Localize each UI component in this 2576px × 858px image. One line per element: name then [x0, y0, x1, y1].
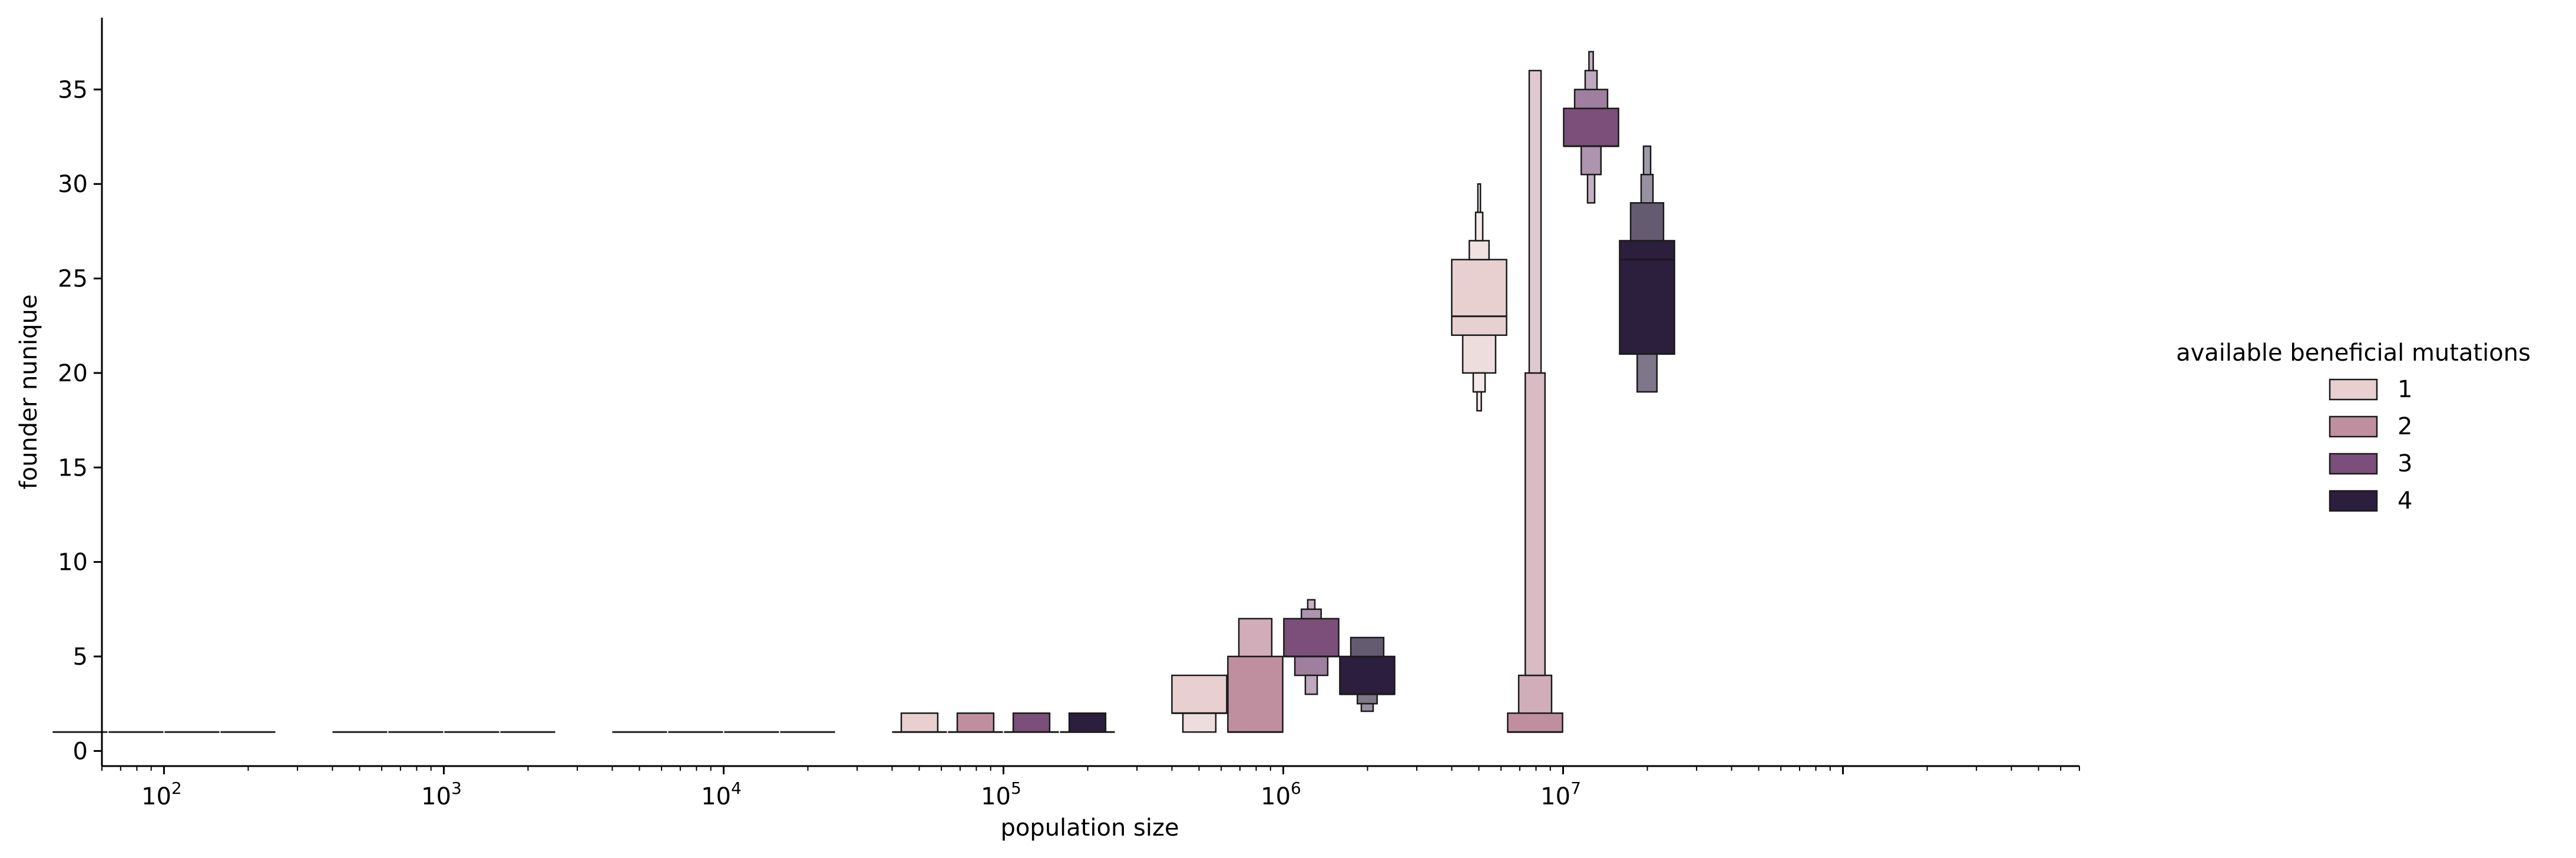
boxen-box: [1586, 173, 1596, 204]
legend-swatch: [2329, 453, 2378, 475]
y-tick-label: 30: [58, 171, 88, 198]
x-tick-label-base: 10: [1261, 783, 1291, 810]
boxen-box: [1525, 372, 1546, 676]
x-tick-label: 106: [1261, 778, 1301, 810]
legend: available beneficial mutations 1 2 3 4: [2176, 339, 2531, 514]
x-tick-label-exponent: 6: [1291, 778, 1301, 798]
boxen-box: [1474, 212, 1484, 242]
y-ticks: 0 5 10 15 20 25 30 35: [58, 77, 102, 765]
boxen-box: [1629, 202, 1665, 242]
legend-entries: 1 2 3 4: [2329, 376, 2412, 514]
boxen-box: [1294, 655, 1329, 676]
boxen-box: [1339, 655, 1396, 695]
y-tick-label: 15: [58, 454, 88, 481]
boxen-box: [1182, 712, 1217, 733]
x-tick-label-base: 10: [701, 783, 731, 810]
legend-swatch: [2329, 415, 2378, 438]
boxen-box: [1563, 107, 1619, 147]
legend-title: available beneficial mutations: [2176, 339, 2531, 367]
boxen-box: [1573, 88, 1609, 110]
boxen-box: [1517, 674, 1553, 714]
x-tick-label: 107: [1540, 778, 1581, 810]
boxen-box: [1350, 636, 1385, 658]
x-ticks: 102 103 104 105 106 107: [101, 766, 2080, 810]
boxen-box: [1451, 259, 1507, 336]
y-tick-label: 35: [58, 77, 88, 104]
boxen-box: [1528, 70, 1542, 374]
legend-label: 2: [2398, 413, 2412, 440]
boxen-box: [1356, 693, 1378, 705]
y-tick-label: 5: [73, 644, 88, 671]
boxen-box: [1307, 599, 1316, 610]
x-tick-label: 102: [141, 778, 182, 810]
legend-label: 4: [2398, 487, 2412, 514]
y-axis-label: founder nunique: [15, 295, 42, 490]
x-tick-label-exponent: 5: [1011, 778, 1021, 798]
y-tick-label: 25: [58, 266, 88, 293]
legend-label: 1: [2398, 376, 2412, 403]
x-axis-label: population size: [1000, 814, 1179, 842]
box-group: [1451, 51, 1675, 733]
x-tick-label-base: 10: [421, 783, 451, 810]
boxen-box: [1227, 655, 1284, 733]
x-tick-label-base: 10: [141, 783, 171, 810]
boxen-box: [1584, 70, 1598, 91]
legend-swatch: [2329, 490, 2378, 512]
box-group: [1171, 599, 1396, 733]
boxen-boxes: [52, 51, 1675, 733]
boxen-box: [1580, 145, 1602, 176]
x-tick-label: 103: [421, 778, 462, 810]
boxen-box: [1469, 240, 1490, 260]
boxen-box: [1238, 618, 1273, 658]
axes: [101, 18, 2079, 767]
boxen-box: [1461, 334, 1497, 374]
boxen-box: [1012, 712, 1051, 733]
x-tick-label-exponent: 7: [1570, 778, 1581, 798]
boxen-box: [1507, 712, 1563, 733]
boxen-box: [1360, 702, 1374, 712]
x-tick-label-exponent: 3: [451, 778, 462, 798]
boxen-box: [956, 712, 995, 733]
boxen-box: [1300, 608, 1322, 620]
boxen-box: [900, 712, 939, 733]
y-tick-label: 0: [73, 738, 88, 765]
x-tick-label: 104: [701, 778, 742, 810]
boxen-box: [1477, 183, 1482, 213]
legend-label: 3: [2398, 450, 2412, 477]
box-group: [892, 712, 1115, 733]
x-tick-label-exponent: 2: [171, 778, 182, 798]
boxen-box: [1472, 372, 1486, 393]
boxen-box: [1068, 712, 1107, 733]
x-tick-label-base: 10: [1540, 783, 1570, 810]
boxen-box: [1283, 618, 1340, 658]
x-tick-label: 105: [981, 778, 1021, 810]
legend-swatch: [2329, 378, 2378, 401]
boxen-box: [1588, 51, 1594, 72]
boxen-box: [1640, 173, 1654, 204]
boxen-box: [1171, 674, 1228, 714]
boxen-box: [1476, 391, 1482, 412]
boxen-box: [1642, 145, 1652, 176]
boxen-box: [1619, 240, 1675, 355]
boxen-box: [1636, 353, 1658, 393]
x-tick-label-exponent: 4: [731, 778, 742, 798]
x-tick-label-base: 10: [981, 783, 1011, 810]
y-tick-label: 10: [58, 549, 88, 576]
boxen-box: [1304, 674, 1318, 695]
y-tick-label: 20: [58, 360, 88, 387]
